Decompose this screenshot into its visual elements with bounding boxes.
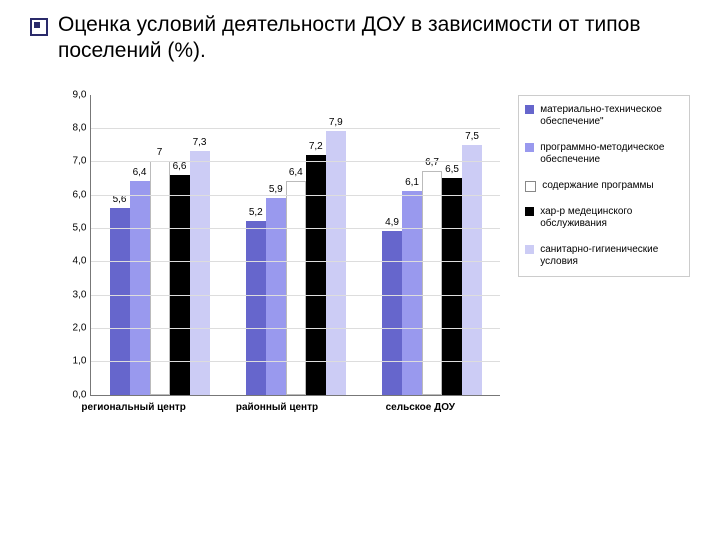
- bar-value: 6,5: [445, 164, 459, 175]
- bar-value: 4,9: [385, 217, 399, 228]
- bar-value: 7,9: [329, 117, 343, 128]
- gridline: [91, 195, 500, 196]
- plot-area: 5,66,476,67,35,25,96,47,27,94,96,16,76,5…: [90, 95, 500, 396]
- bar: 7,5: [462, 145, 482, 395]
- legend-item: содержание программы: [525, 180, 683, 192]
- slide: Оценка условий деятельности ДОУ в зависи…: [0, 0, 720, 540]
- legend-swatch: [525, 207, 534, 216]
- gridline: [91, 361, 500, 362]
- gridline: [91, 261, 500, 262]
- legend-label: хар-р медецинского обслуживания: [540, 206, 683, 230]
- bar-groups: 5,66,476,67,35,25,96,47,27,94,96,16,76,5…: [91, 95, 500, 395]
- bar: 6,4: [286, 181, 306, 394]
- y-axis-labels: 0,01,02,03,04,05,06,07,08,09,0: [60, 95, 90, 395]
- y-tick-label: 5,0: [73, 222, 87, 233]
- bar-value: 7: [157, 147, 163, 158]
- legend-item: санитарно-гигиенические условия: [525, 244, 683, 268]
- bar-group: 5,66,476,67,3: [110, 151, 210, 394]
- y-tick-label: 4,0: [73, 256, 87, 267]
- bullet-icon: [30, 18, 48, 36]
- legend-swatch: [525, 143, 534, 152]
- y-tick-label: 7,0: [73, 156, 87, 167]
- bar: 6,4: [130, 181, 150, 394]
- legend: материально-техническое обеспечение" прог…: [518, 95, 690, 277]
- legend-label: содержание программы: [542, 180, 653, 192]
- gridline: [91, 228, 500, 229]
- page-title: Оценка условий деятельности ДОУ в зависи…: [58, 12, 690, 65]
- bar-value: 7,5: [465, 131, 479, 142]
- legend-swatch: [525, 105, 534, 114]
- legend-item: материально-техническое обеспечение": [525, 104, 683, 128]
- bar-group: 4,96,16,76,57,5: [382, 145, 482, 395]
- gridline: [91, 161, 500, 162]
- legend-label: санитарно-гигиенические условия: [540, 244, 683, 268]
- bar-value: 6,1: [405, 177, 419, 188]
- gridline: [91, 128, 500, 129]
- y-tick-label: 6,0: [73, 189, 87, 200]
- bar: 5,2: [246, 221, 266, 394]
- legend-item: хар-р медецинского обслуживания: [525, 206, 683, 230]
- bar: 4,9: [382, 231, 402, 394]
- legend-item: программно-методическое обеспечение: [525, 142, 683, 166]
- x-tick-label: сельское ДОУ: [350, 402, 490, 413]
- y-tick-label: 2,0: [73, 322, 87, 333]
- y-tick-label: 0,0: [73, 389, 87, 400]
- bar-value: 6,4: [289, 167, 303, 178]
- bar-value: 5,9: [269, 184, 283, 195]
- title-row: Оценка условий деятельности ДОУ в зависи…: [30, 12, 690, 65]
- bar: 7,2: [306, 155, 326, 395]
- chart: 0,01,02,03,04,05,06,07,08,09,0 5,66,476,…: [60, 95, 690, 396]
- bar: 7,3: [190, 151, 210, 394]
- bar-value: 7,3: [193, 137, 207, 148]
- x-tick-label: районный центр: [207, 402, 347, 413]
- bar: 7,9: [326, 131, 346, 394]
- x-tick-label: региональный центр: [64, 402, 204, 413]
- gridline: [91, 295, 500, 296]
- gridline: [91, 328, 500, 329]
- legend-label: материально-техническое обеспечение": [540, 104, 683, 128]
- x-axis-labels: региональный центррайонный центрсельское…: [62, 402, 492, 413]
- y-tick-label: 9,0: [73, 89, 87, 100]
- y-tick-label: 1,0: [73, 356, 87, 367]
- legend-swatch: [525, 181, 536, 192]
- legend-label: программно-методическое обеспечение: [540, 142, 683, 166]
- bar-value: 7,2: [309, 141, 323, 152]
- bar-value: 6,7: [425, 157, 439, 168]
- bar: 7: [150, 161, 170, 394]
- bar: 5,6: [110, 208, 130, 395]
- y-tick-label: 8,0: [73, 122, 87, 133]
- bar-value: 5,2: [249, 207, 263, 218]
- bar-group: 5,25,96,47,27,9: [246, 131, 346, 394]
- bar: 6,1: [402, 191, 422, 394]
- legend-swatch: [525, 245, 534, 254]
- y-tick-label: 3,0: [73, 289, 87, 300]
- bar-value: 6,4: [133, 167, 147, 178]
